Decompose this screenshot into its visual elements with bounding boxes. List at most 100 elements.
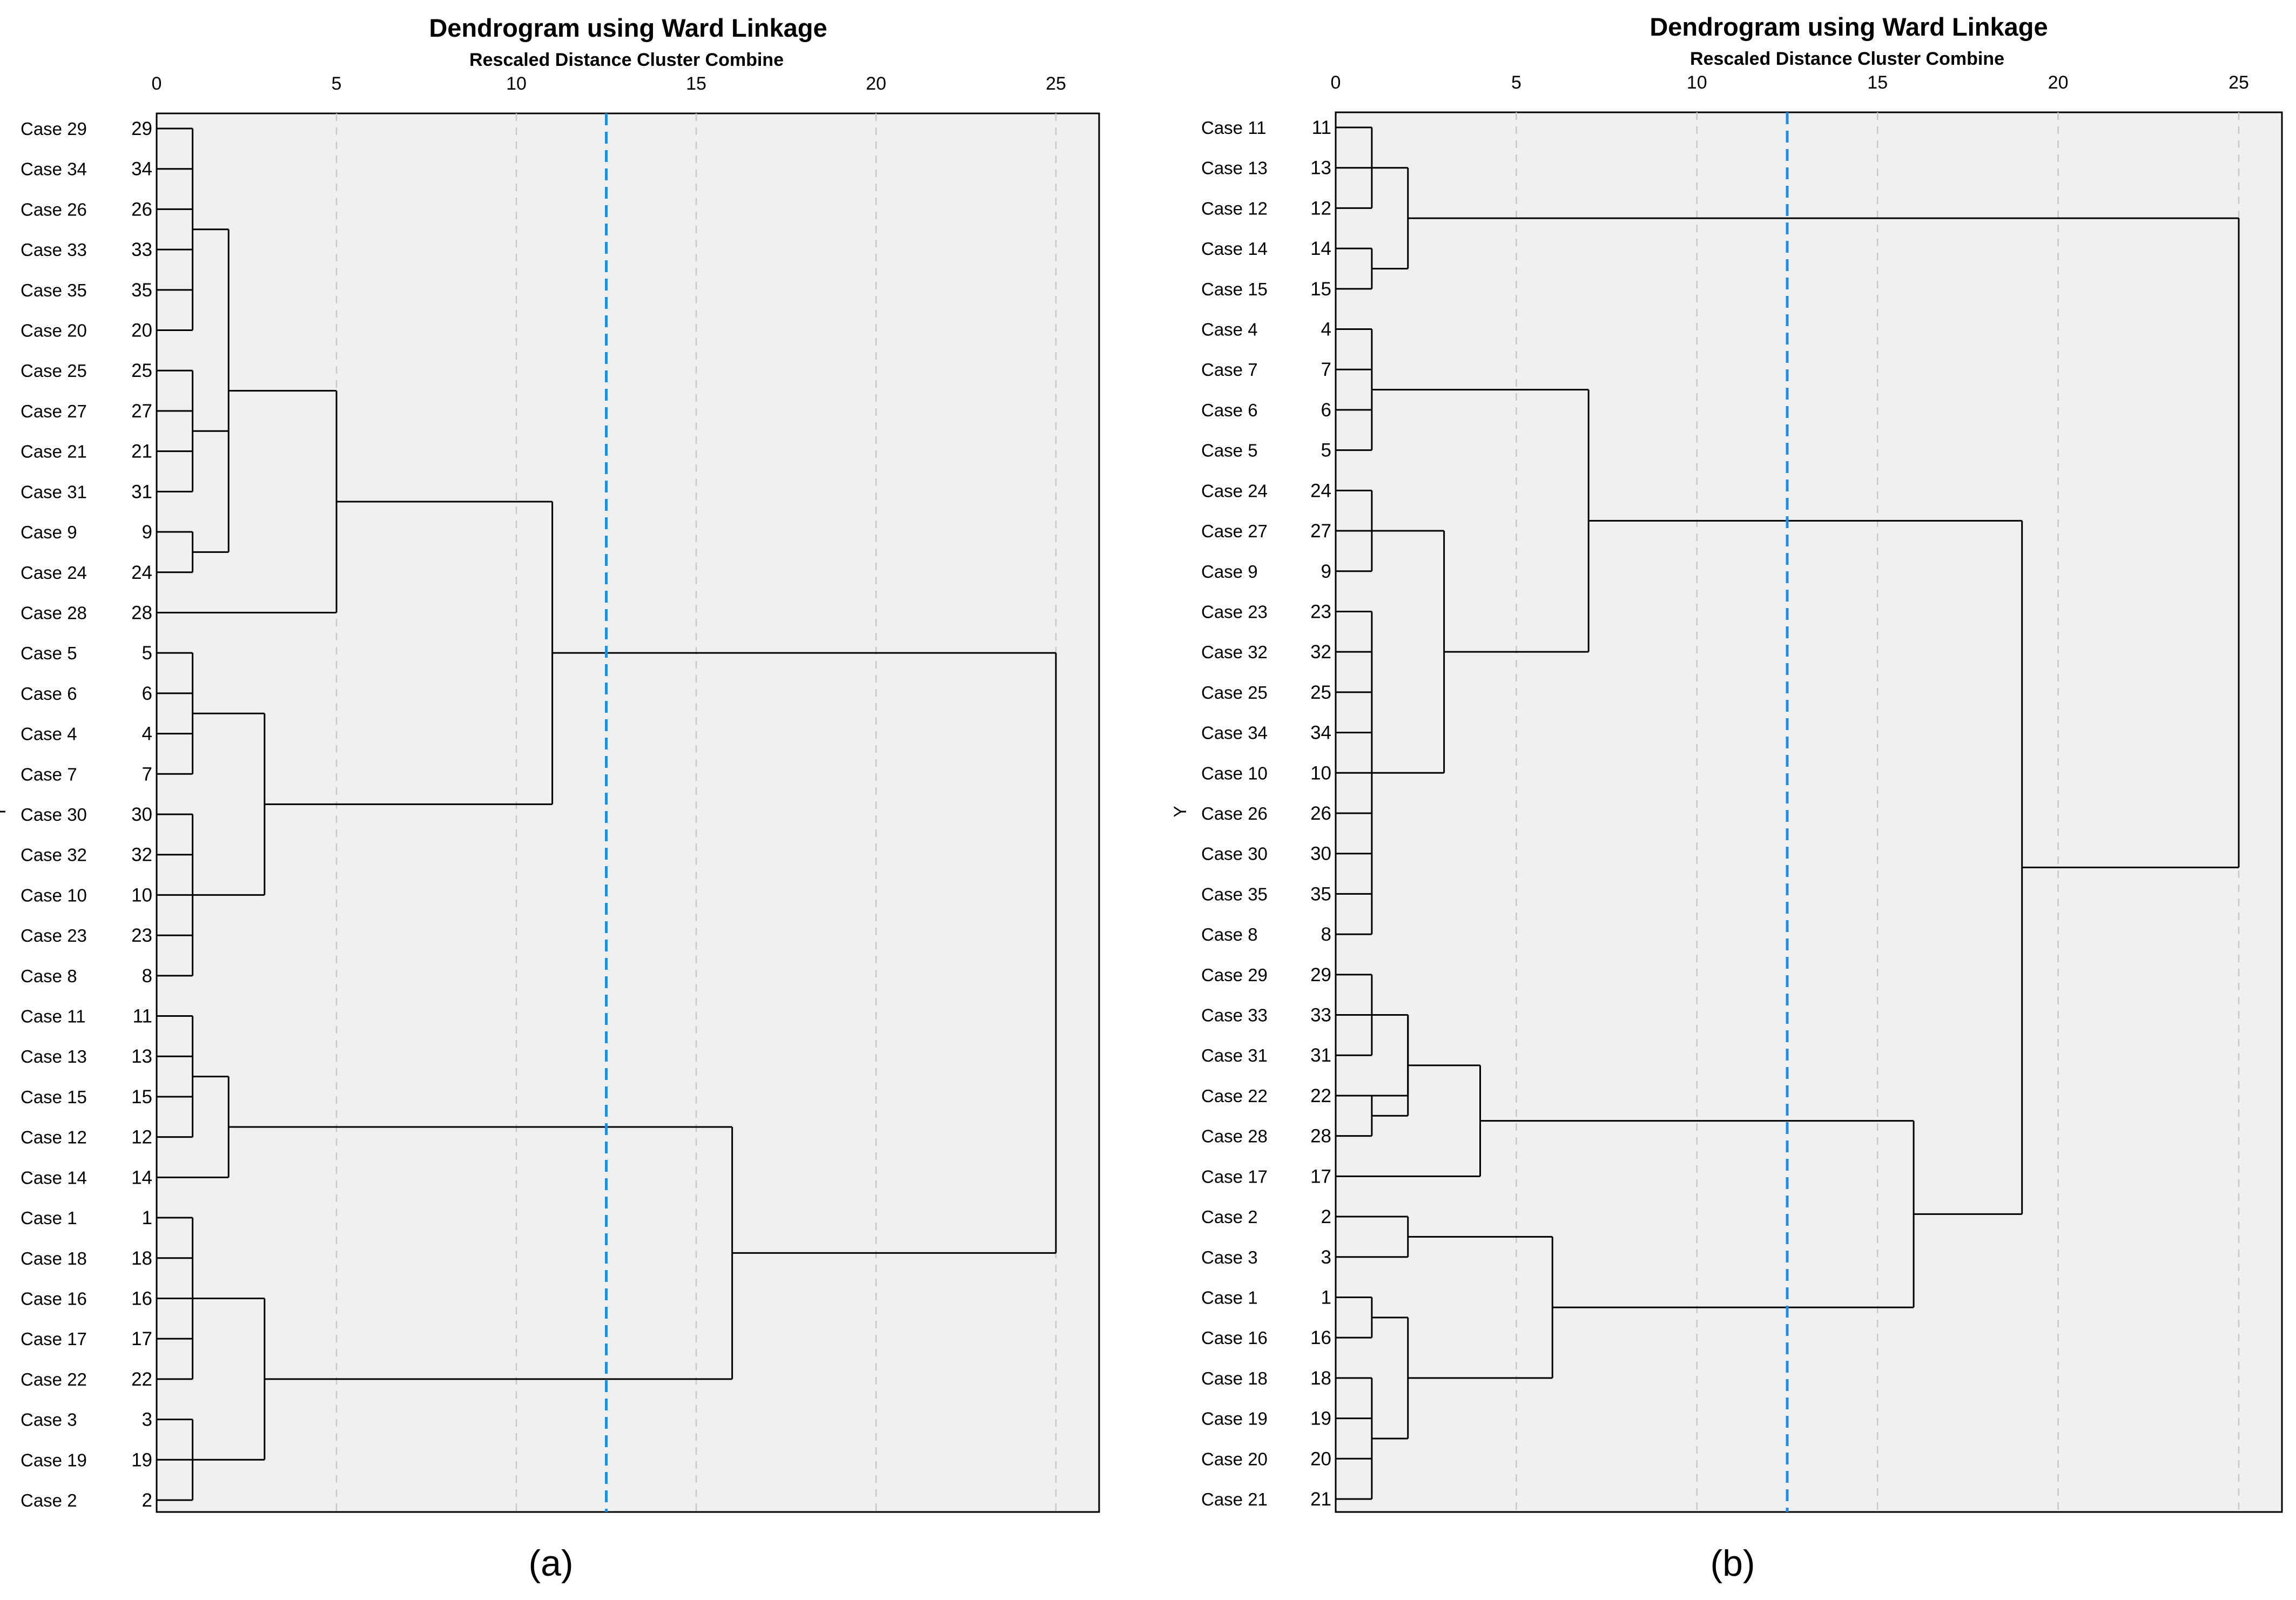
leaf-name-label: Case 32 <box>21 845 87 865</box>
leaf-name-label: Case 13 <box>21 1047 87 1066</box>
leaf-id-label: 19 <box>1310 1408 1331 1429</box>
leaf-id-label: 13 <box>131 1046 152 1067</box>
leaf-name-label: Case 32 <box>1201 642 1268 662</box>
x-tick-label: 20 <box>2048 72 2069 93</box>
leaf-name-label: Case 12 <box>1201 198 1268 218</box>
leaf-id-label: 3 <box>142 1409 152 1430</box>
chart-title: Dendrogram using Ward Linkage <box>1649 12 2048 41</box>
leaf-id-label: 30 <box>1310 843 1331 865</box>
leaf-name-label: Case 31 <box>1201 1045 1268 1065</box>
leaf-name-label: Case 2 <box>1201 1207 1258 1227</box>
x-tick-label: 15 <box>686 73 706 94</box>
leaf-name-label: Case 14 <box>21 1167 87 1187</box>
dendrogram-panel-b: Dendrogram using Ward Linkage Rescaled D… <box>1170 12 2283 1584</box>
leaf-name-label: Case 34 <box>1201 723 1268 743</box>
leaf-id-label: 34 <box>1310 723 1331 744</box>
leaf-id-label: 26 <box>1310 803 1331 824</box>
leaf-name-label: Case 17 <box>1201 1166 1268 1186</box>
leaf-id-label: 29 <box>131 118 152 139</box>
leaf-id-label: 3 <box>1321 1247 1331 1268</box>
leaf-name-label: Case 23 <box>1201 602 1268 622</box>
leaf-id-label: 6 <box>142 683 152 704</box>
leaf-id-label: 8 <box>1321 924 1331 945</box>
leaf-id-label: 25 <box>1310 682 1331 703</box>
leaf-name-label: Case 19 <box>1201 1409 1268 1429</box>
leaf-name-label: Case 24 <box>1201 481 1268 501</box>
leaf-name-label: Case 30 <box>1201 844 1268 864</box>
leaf-id-label: 12 <box>131 1127 152 1148</box>
leaf-name-label: Case 28 <box>21 603 87 623</box>
x-tick-label: 10 <box>506 73 527 94</box>
leaf-name-label: Case 10 <box>21 885 87 905</box>
leaf-id-label: 19 <box>131 1449 152 1470</box>
x-tick-label: 25 <box>2228 72 2249 93</box>
x-tick-label: 0 <box>1331 72 1341 93</box>
plot-area <box>156 112 1100 1513</box>
leaf-id-label: 35 <box>1310 883 1331 904</box>
leaf-id-label: 31 <box>1310 1045 1331 1066</box>
leaf-name-label: Case 13 <box>1201 158 1268 178</box>
leaf-id-label: 32 <box>1310 642 1331 663</box>
leaf-name-label: Case 27 <box>1201 521 1268 541</box>
leaf-name-label: Case 6 <box>1201 400 1258 420</box>
leaf-name-label: Case 20 <box>1201 1449 1268 1469</box>
leaf-id-label: 18 <box>1310 1368 1331 1389</box>
leaf-name-label: Case 8 <box>1201 924 1258 944</box>
leaf-id-label: 31 <box>131 481 152 502</box>
leaf-id-label: 14 <box>1310 238 1331 259</box>
leaf-id-label: 12 <box>1310 198 1331 219</box>
leaf-name-label: Case 24 <box>21 563 87 583</box>
leaf-id-label: 33 <box>1310 1005 1331 1026</box>
leaf-name-label: Case 17 <box>21 1329 87 1349</box>
leaf-name-label: Case 10 <box>1201 763 1268 783</box>
leaf-name-label: Case 31 <box>21 482 87 502</box>
leaf-id-label: 18 <box>131 1248 152 1269</box>
leaf-id-label: 20 <box>1310 1448 1331 1469</box>
leaf-name-label: Case 20 <box>21 321 87 341</box>
leaf-id-label: 13 <box>1310 158 1331 179</box>
leaf-name-label: Case 25 <box>21 361 87 381</box>
leaf-id-label: 7 <box>1321 359 1331 380</box>
leaf-id-label: 30 <box>131 804 152 825</box>
x-tick-label: 25 <box>1046 73 1066 94</box>
leaf-id-label: 1 <box>142 1207 152 1228</box>
leaf-name-label: Case 18 <box>21 1248 87 1268</box>
leaf-id-label: 10 <box>131 885 152 906</box>
leaf-id-label: 34 <box>131 159 152 180</box>
leaf-id-label: 24 <box>1310 480 1331 501</box>
leaf-id-label: 24 <box>131 562 152 583</box>
leaf-id-label: 9 <box>1321 561 1331 582</box>
leaf-id-label: 14 <box>131 1167 152 1188</box>
leaf-name-label: Case 33 <box>1201 1005 1268 1025</box>
leaf-name-label: Case 35 <box>21 280 87 300</box>
leaf-id-label: 5 <box>1321 440 1331 461</box>
x-tick-label: 20 <box>866 73 886 94</box>
leaf-name-label: Case 11 <box>21 1007 85 1027</box>
leaf-name-label: Case 29 <box>1201 965 1268 985</box>
leaf-id-label: 21 <box>1310 1489 1331 1510</box>
x-axis-label: Rescaled Distance Cluster Combine <box>469 50 784 70</box>
leaf-id-label: 16 <box>131 1288 152 1309</box>
leaf-name-label: Case 27 <box>21 401 87 421</box>
leaf-id-label: 27 <box>1310 521 1331 542</box>
leaf-id-label: 25 <box>131 360 152 381</box>
leaf-name-label: Case 25 <box>1201 683 1268 703</box>
leaf-id-label: 26 <box>131 199 152 220</box>
leaf-name-label: Case 30 <box>21 805 87 825</box>
leaf-id-label: 2 <box>1321 1206 1331 1227</box>
leaf-id-label: 11 <box>133 1006 152 1027</box>
leaf-name-label: Case 19 <box>21 1450 87 1470</box>
x-tick-label: 15 <box>1867 72 1888 93</box>
leaf-name-label: Case 21 <box>1201 1489 1268 1509</box>
leaf-name-label: Case 5 <box>21 643 77 663</box>
leaf-name-label: Case 16 <box>21 1288 87 1308</box>
leaf-id-label: 21 <box>131 441 152 462</box>
leaf-id-label: 4 <box>142 724 152 745</box>
leaf-name-label: Case 29 <box>21 119 87 139</box>
leaf-name-label: Case 11 <box>1201 118 1266 138</box>
leaf-name-label: Case 1 <box>1201 1287 1258 1307</box>
leaf-name-label: Case 6 <box>21 684 77 704</box>
leaf-name-label: Case 28 <box>1201 1126 1268 1146</box>
x-tick-label: 0 <box>152 73 162 94</box>
leaf-name-label: Case 3 <box>21 1410 77 1430</box>
